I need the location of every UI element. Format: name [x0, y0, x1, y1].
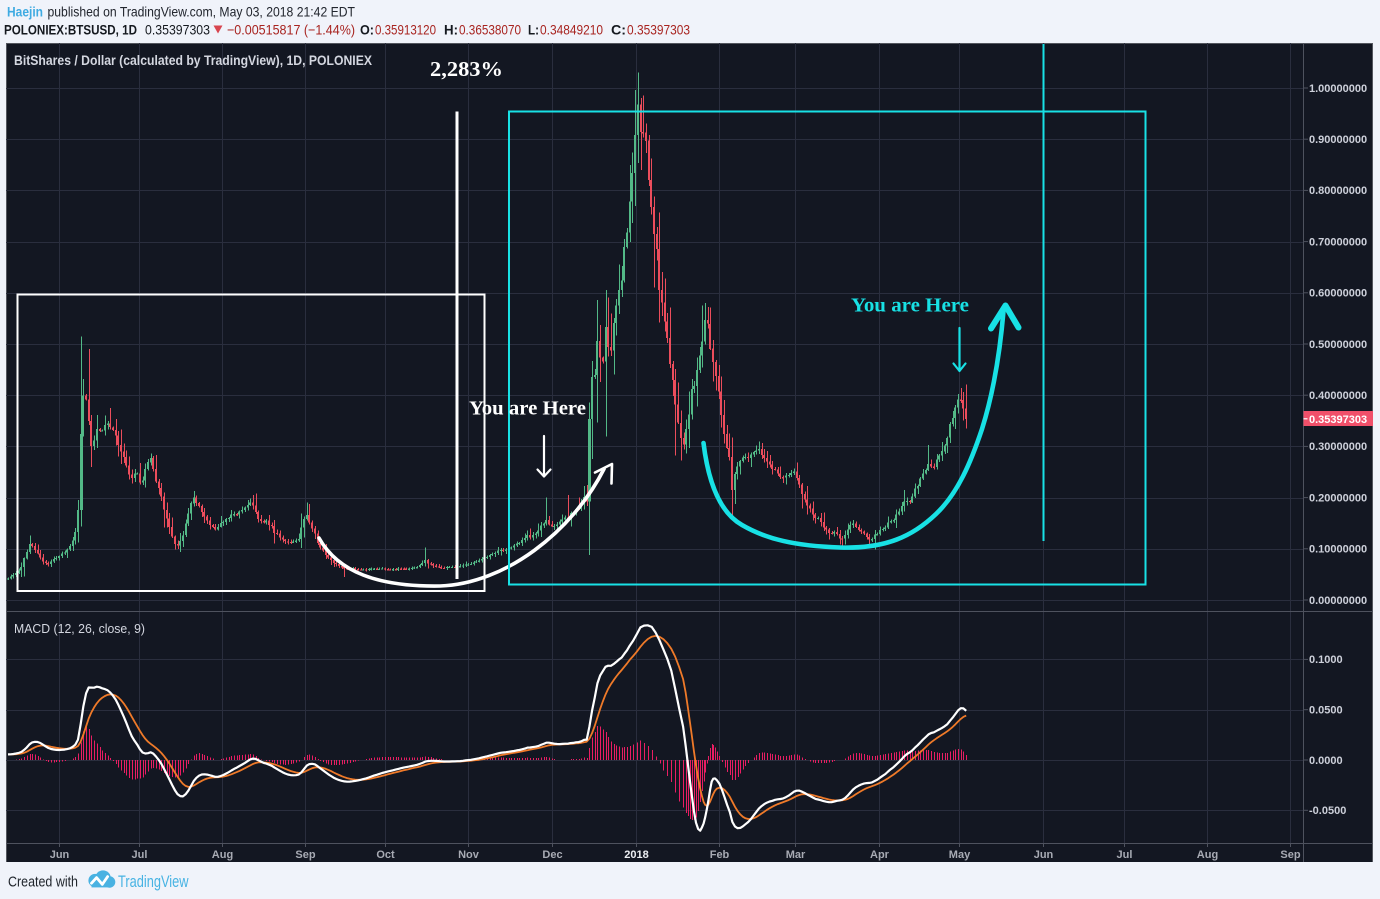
svg-text:Haejin: Haejin	[7, 4, 43, 20]
svg-text:0.60000000: 0.60000000	[1309, 288, 1367, 300]
svg-text:0.10000000: 0.10000000	[1309, 544, 1367, 556]
svg-text:2018: 2018	[624, 849, 648, 861]
svg-text:0.1000: 0.1000	[1309, 654, 1343, 666]
svg-text:0.40000000: 0.40000000	[1309, 390, 1367, 402]
svg-text:You are Here: You are Here	[851, 295, 969, 317]
svg-text:Jun: Jun	[50, 849, 70, 861]
svg-text:0.35397303: 0.35397303	[145, 22, 210, 38]
svg-text:Jun: Jun	[1034, 849, 1054, 861]
svg-text:C:: C:	[611, 22, 626, 38]
svg-text:Jul: Jul	[132, 849, 148, 861]
svg-text:MACD (12, 26, close, 9): MACD (12, 26, close, 9)	[14, 622, 145, 636]
svg-text:0.35397303: 0.35397303	[627, 22, 690, 38]
svg-text:−0.00515817 (−1.44%): −0.00515817 (−1.44%)	[227, 22, 355, 38]
svg-text:Feb: Feb	[710, 849, 730, 861]
svg-text:0.0500: 0.0500	[1309, 705, 1343, 717]
svg-text:0.80000000: 0.80000000	[1309, 185, 1367, 197]
svg-text:Oct: Oct	[376, 849, 395, 861]
svg-text:O:: O:	[360, 22, 374, 38]
svg-text:BitShares / Dollar (calculated: BitShares / Dollar (calculated by Tradin…	[14, 52, 373, 68]
svg-text:Created with: Created with	[8, 874, 78, 891]
svg-text:0.30000000: 0.30000000	[1309, 441, 1367, 453]
svg-text:H:: H:	[444, 22, 458, 38]
svg-text:Apr: Apr	[870, 849, 890, 861]
svg-text:Nov: Nov	[458, 849, 480, 861]
svg-text:0.20000000: 0.20000000	[1309, 492, 1367, 504]
svg-text:Jul: Jul	[1117, 849, 1133, 861]
svg-text:Aug: Aug	[212, 849, 233, 861]
svg-text:0.00000000: 0.00000000	[1309, 595, 1367, 607]
svg-text:Mar: Mar	[786, 849, 806, 861]
svg-text:Sep: Sep	[295, 849, 315, 861]
svg-text:TradingView: TradingView	[118, 873, 189, 891]
svg-text:0.34849210: 0.34849210	[540, 22, 603, 38]
svg-text:-0.0500: -0.0500	[1309, 805, 1346, 817]
svg-text:Dec: Dec	[542, 849, 562, 861]
svg-text:POLONIEX:BTSUSD, 1D: POLONIEX:BTSUSD, 1D	[4, 22, 137, 38]
svg-text:0.70000000: 0.70000000	[1309, 236, 1367, 248]
svg-text:0.35913120: 0.35913120	[375, 22, 436, 38]
svg-text:Sep: Sep	[1280, 849, 1300, 861]
svg-text:You are Here: You are Here	[469, 398, 586, 420]
svg-text:2,283%: 2,283%	[430, 57, 503, 81]
svg-text:L:: L:	[528, 22, 539, 38]
svg-text:0.50000000: 0.50000000	[1309, 339, 1367, 351]
svg-text:published on TradingView.com,: published on TradingView.com, May 03, 20…	[48, 4, 356, 20]
svg-text:0.90000000: 0.90000000	[1309, 134, 1367, 146]
svg-text:0.35397303: 0.35397303	[1309, 414, 1367, 426]
svg-text:1.00000000: 1.00000000	[1309, 83, 1367, 95]
svg-text:Aug: Aug	[1197, 849, 1218, 861]
svg-text:May: May	[949, 849, 971, 861]
svg-text:0.36538070: 0.36538070	[459, 22, 521, 38]
svg-text:0.0000: 0.0000	[1309, 755, 1343, 767]
